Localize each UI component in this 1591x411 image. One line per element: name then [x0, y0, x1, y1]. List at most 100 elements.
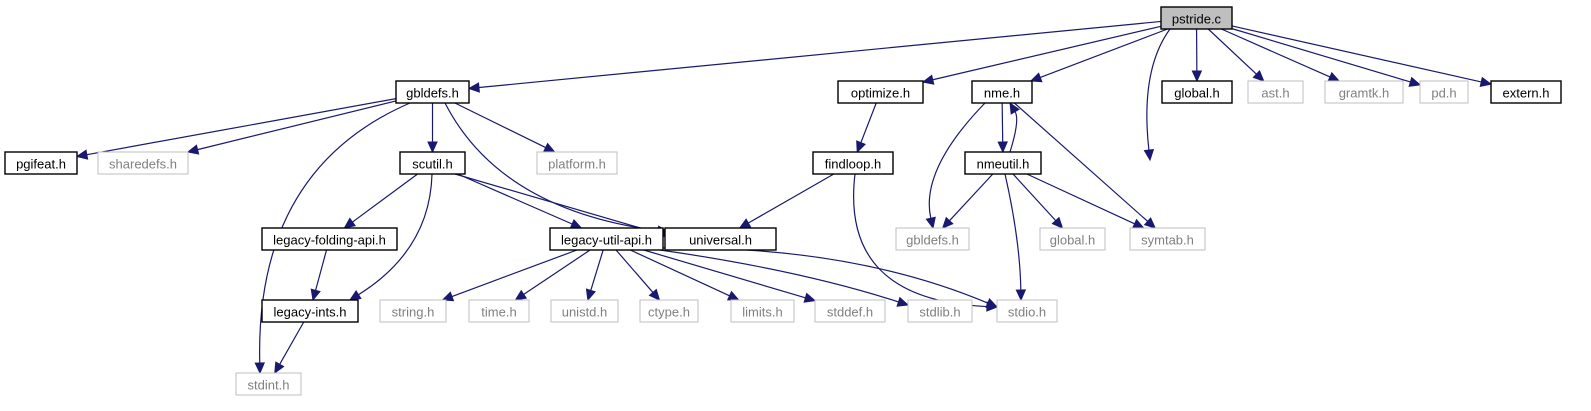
node-gbldefs-h[interactable]: gbldefs.h [395, 80, 470, 104]
arrowhead [856, 140, 866, 154]
node-legacy-util-api-h[interactable]: legacy-util-api.h [549, 227, 664, 251]
arrowhead [514, 289, 528, 301]
node-scutil-h[interactable]: scutil.h [399, 151, 466, 175]
edge-line [444, 102, 659, 232]
node-global-h-ext: global.h [1039, 227, 1106, 251]
edge-line [1221, 28, 1331, 78]
arrowhead [427, 141, 438, 154]
edge-line [860, 102, 877, 143]
edge-line [1207, 28, 1257, 75]
edge-line [352, 173, 418, 223]
node-box [97, 151, 189, 175]
edge-line [478, 20, 1162, 89]
node-box [639, 299, 699, 323]
node-label: ast.h [1261, 86, 1289, 101]
node-box [1161, 80, 1233, 104]
edge-pstride-c-to-ast-h [1207, 28, 1265, 82]
edge-legacy-util-api-h-to-unistd-h [585, 249, 604, 302]
edge-legacy-util-api-h-to-stddef-h [643, 249, 817, 303]
edge-gbldefs-h-to-pgifeat-h [75, 98, 397, 160]
node-box [536, 151, 618, 175]
edge-scutil-h-to-legacy-folding-api-h [343, 173, 418, 229]
node-box [1160, 6, 1233, 30]
arrowhead [186, 144, 200, 155]
node-platform-h: platform.h [536, 151, 618, 175]
edge-gbldefs-h-to-scutil-h [427, 103, 438, 154]
node-box [395, 80, 470, 104]
node-box [971, 80, 1033, 104]
node-universal-h[interactable]: universal.h [664, 227, 777, 251]
node-gbldefs-h-ext: gbldefs.h [895, 227, 970, 251]
node-pstride-c[interactable]: pstride.c [1160, 6, 1233, 30]
nodes-layer: pstride.c gbldefs.h optimize.h nme.h global.… [4, 6, 1562, 396]
arrowhead [1327, 71, 1341, 82]
node-box [261, 299, 359, 323]
edge-nmeutil-h-to-symtab-h [1026, 173, 1145, 229]
node-legacy-folding-api-h[interactable]: legacy-folding-api.h [261, 227, 398, 251]
arrowhead [310, 288, 321, 302]
edge-findloop-h-to-universal-h [738, 173, 835, 229]
node-label: optimize.h [851, 86, 910, 101]
node-label: pd.h [1431, 86, 1456, 101]
arrowhead [997, 141, 1008, 154]
edge-line [451, 249, 578, 298]
edge-nme-h-to-nmeutil-h [997, 102, 1008, 154]
node-nme-h[interactable]: nme.h [971, 80, 1033, 104]
node-box [550, 299, 619, 323]
node-findloop-h[interactable]: findloop.h [812, 151, 894, 175]
node-global-h[interactable]: global.h [1161, 80, 1233, 104]
node-stdlib-h: stdlib.h [907, 299, 973, 323]
arrowhead [348, 289, 362, 301]
node-box [468, 299, 530, 323]
arrowhead [1479, 76, 1493, 87]
arrowhead [1051, 216, 1064, 229]
edge-line [615, 249, 654, 293]
node-label: stdlib.h [919, 305, 960, 320]
node-box [812, 151, 894, 175]
edge-pstride-c-to-nme-h [1029, 28, 1168, 83]
node-box [379, 299, 447, 323]
edge-legacy-util-api-h-to-string-h [441, 249, 578, 302]
edge-gbldefs-h-to-platform-h [454, 102, 556, 153]
node-label: sharedefs.h [109, 157, 177, 172]
edge-optimize-h-to-findloop-h [856, 102, 877, 154]
arrowhead [1143, 148, 1155, 162]
edge-line [643, 249, 806, 299]
node-optimize-h[interactable]: optimize.h [837, 80, 924, 104]
arrowhead [738, 218, 752, 229]
node-label: nme.h [984, 86, 1020, 101]
edge-nme-h-to-gbldefs-h-ext [925, 102, 986, 230]
arrowhead [921, 74, 935, 85]
node-label: scutil.h [412, 157, 452, 172]
edge-line [358, 173, 433, 296]
node-time-h: time.h [468, 299, 530, 323]
edge-line [1231, 25, 1482, 83]
edge-line [1026, 173, 1135, 225]
node-label: nmeutil.h [977, 157, 1030, 172]
arrowhead [569, 218, 583, 229]
arrowhead [1009, 101, 1020, 115]
node-box [1419, 80, 1469, 104]
edge-pstride-c-to-optimize-h [921, 25, 1162, 85]
node-label: legacy-folding-api.h [273, 233, 386, 248]
arrowhead [75, 149, 89, 160]
edge-line [1040, 28, 1168, 79]
node-box [235, 372, 302, 396]
edge-scutil-h-to-legacy-util-api-h [457, 173, 583, 229]
edge-legacy-util-api-h-to-time-h [514, 249, 591, 301]
node-extern-h[interactable]: extern.h [1490, 80, 1562, 104]
node-legacy-ints-h[interactable]: legacy-ints.h [261, 299, 359, 323]
node-ctype-h: ctype.h [639, 299, 699, 323]
node-stdio-h: stdio.h [996, 299, 1058, 323]
node-pd-h: pd.h [1419, 80, 1469, 104]
node-pgifeat-h[interactable]: pgifeat.h [4, 151, 78, 175]
node-label: stddef.h [827, 305, 873, 320]
node-box [996, 299, 1058, 323]
node-nmeutil-h[interactable]: nmeutil.h [964, 151, 1042, 175]
node-string-h: string.h [379, 299, 447, 323]
edge-line [86, 98, 397, 156]
edge-line [1001, 102, 1004, 143]
edge-line [454, 102, 546, 149]
node-label: findloop.h [825, 157, 881, 172]
edge-line [1009, 111, 1018, 153]
